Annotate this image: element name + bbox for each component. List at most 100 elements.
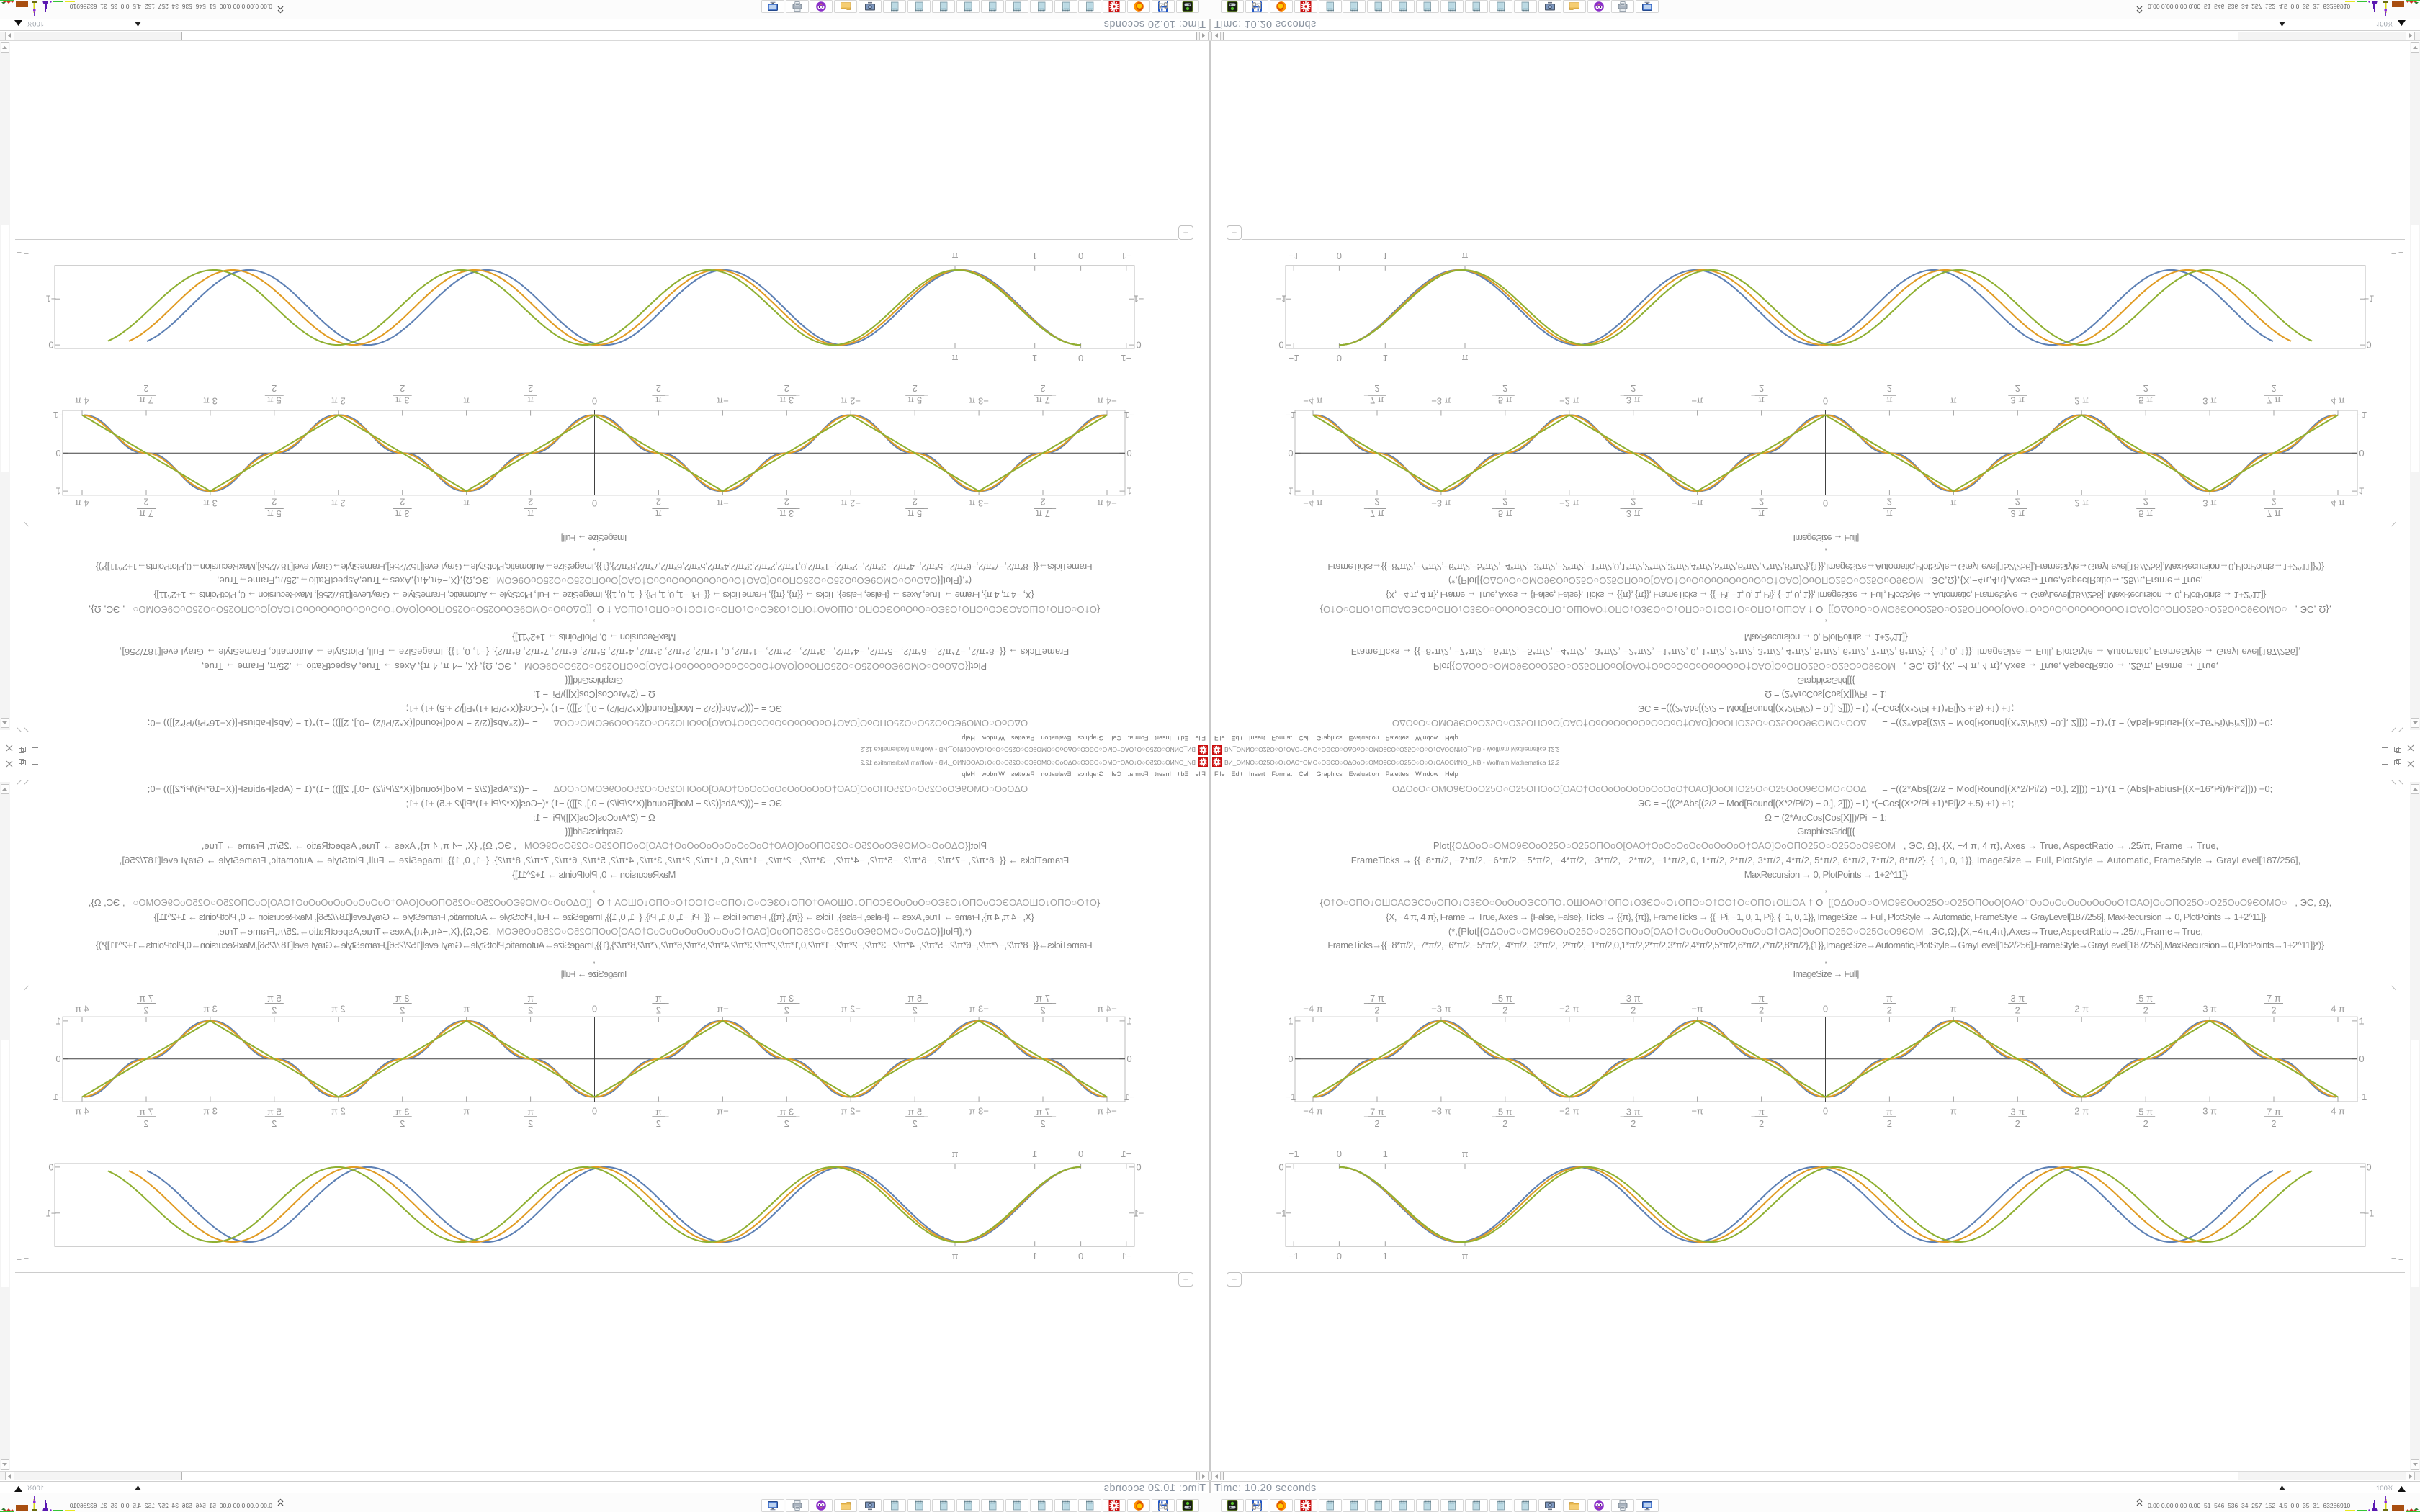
svg-text:3 π: 3 π <box>2010 395 2025 406</box>
svg-text:3 π: 3 π <box>1626 993 1641 1004</box>
svg-text:4 π: 4 π <box>75 396 89 407</box>
svg-text:−: − <box>1620 1111 1626 1122</box>
svg-text:2: 2 <box>1887 1118 1892 1129</box>
svg-text:7 π: 7 π <box>1370 508 1384 519</box>
svg-text:7 π: 7 π <box>1036 395 1050 406</box>
svg-text:2: 2 <box>2015 497 2020 508</box>
svg-text:π: π <box>655 508 662 519</box>
svg-text:5 π: 5 π <box>2138 1106 2153 1117</box>
svg-text:2: 2 <box>528 383 533 394</box>
svg-text:−3 π: −3 π <box>969 498 988 509</box>
svg-text:−3 π: −3 π <box>969 1004 988 1014</box>
svg-text:π: π <box>463 1106 470 1117</box>
svg-text:π: π <box>1758 1106 1765 1117</box>
svg-text:π: π <box>951 1148 958 1159</box>
svg-text:0: 0 <box>1823 498 1828 509</box>
svg-text:5 π: 5 π <box>267 993 282 1004</box>
svg-text:0: 0 <box>1823 396 1828 407</box>
svg-text:−1: −1 <box>1121 1148 1131 1159</box>
svg-text:2: 2 <box>1040 1118 1045 1129</box>
svg-text:−2 π: −2 π <box>1559 396 1579 407</box>
svg-text:1: 1 <box>1383 1251 1388 1261</box>
svg-text:3 π: 3 π <box>2202 498 2217 509</box>
svg-text:2: 2 <box>913 1005 918 1016</box>
svg-text:−: − <box>923 998 928 1009</box>
svg-text:2: 2 <box>1887 383 1892 394</box>
svg-text:π: π <box>463 498 470 509</box>
svg-text:2: 2 <box>2143 1005 2148 1016</box>
svg-text:3 π: 3 π <box>203 396 218 407</box>
svg-text:3 π: 3 π <box>395 395 410 406</box>
svg-text:π: π <box>1758 993 1765 1004</box>
svg-text:64: 64 <box>1157 1501 1168 1511</box>
svg-text:−1: −1 <box>1276 294 1287 305</box>
svg-text:−1: −1 <box>1276 1207 1287 1218</box>
svg-text:2: 2 <box>1759 1005 1764 1016</box>
svg-text:−: − <box>923 390 928 401</box>
svg-text:−: − <box>1051 1111 1057 1122</box>
svg-text:π: π <box>1886 1106 1893 1117</box>
svg-text:−: − <box>795 390 801 401</box>
svg-text:0: 0 <box>592 1106 597 1117</box>
svg-text:3 π: 3 π <box>203 1106 218 1117</box>
svg-text:π: π <box>1886 993 1893 1004</box>
svg-text:0: 0 <box>1823 1106 1828 1117</box>
svg-text:2: 2 <box>1759 383 1764 394</box>
svg-text:−: − <box>923 1111 928 1122</box>
svg-text:4 π: 4 π <box>2331 1004 2345 1014</box>
svg-text:−π: −π <box>1691 1004 1703 1014</box>
svg-text:2: 2 <box>1631 497 1636 508</box>
svg-text:5 π: 5 π <box>2138 508 2153 519</box>
svg-text:−: − <box>1051 390 1057 401</box>
svg-text:−3 π: −3 π <box>969 1106 988 1117</box>
svg-text:2 π: 2 π <box>331 1004 346 1014</box>
svg-text:π: π <box>655 395 662 406</box>
svg-text:7 π: 7 π <box>2267 1106 2281 1117</box>
svg-text:π: π <box>951 1251 958 1261</box>
svg-text:0: 0 <box>1337 1251 1342 1261</box>
svg-text:3 π: 3 π <box>779 993 794 1004</box>
svg-text:−: − <box>1751 998 1757 1009</box>
svg-text:−: − <box>1620 390 1626 401</box>
svg-text:2 π: 2 π <box>2074 1004 2089 1014</box>
svg-text:7 π: 7 π <box>1370 1106 1384 1117</box>
svg-text:−: − <box>1363 1111 1369 1122</box>
svg-text:2: 2 <box>1502 383 1507 394</box>
svg-text:−2 π: −2 π <box>841 498 860 509</box>
svg-text:−1: −1 <box>53 410 64 420</box>
svg-text:7 π: 7 π <box>139 395 153 406</box>
svg-text:−2 π: −2 π <box>841 1106 860 1117</box>
svg-text:1: 1 <box>1383 353 1388 364</box>
svg-text:0: 0 <box>2359 1053 2364 1064</box>
svg-text:2: 2 <box>143 383 148 394</box>
svg-text:−4 π: −4 π <box>1097 1004 1116 1014</box>
svg-text:5 π: 5 π <box>267 1106 282 1117</box>
svg-text:−: − <box>1620 503 1626 514</box>
svg-text:π: π <box>655 993 662 1004</box>
svg-text:1: 1 <box>1032 353 1037 364</box>
svg-text:−π: −π <box>1691 1106 1703 1117</box>
svg-text:2: 2 <box>784 383 789 394</box>
svg-text:2: 2 <box>1374 1005 1379 1016</box>
svg-text:5 π: 5 π <box>267 395 282 406</box>
svg-text:3 π: 3 π <box>203 1004 218 1014</box>
svg-text:2 π: 2 π <box>331 1106 346 1117</box>
svg-text:0: 0 <box>1078 1148 1083 1159</box>
svg-text:−: − <box>1363 998 1369 1009</box>
svg-text:2: 2 <box>656 1118 661 1129</box>
svg-text:2: 2 <box>1759 1118 1764 1129</box>
svg-text:5 π: 5 π <box>908 508 922 519</box>
svg-text:0: 0 <box>48 340 53 351</box>
svg-text:0: 0 <box>1126 1053 1131 1064</box>
svg-text:3 π: 3 π <box>1626 395 1641 406</box>
svg-text:π: π <box>1462 1148 1469 1159</box>
svg-text:−1: −1 <box>2357 1092 2367 1102</box>
svg-text:0: 0 <box>2359 448 2364 459</box>
svg-text:4 π: 4 π <box>75 498 89 509</box>
svg-text:2: 2 <box>2271 1005 2276 1016</box>
svg-text:−π: −π <box>717 396 729 407</box>
svg-text:2: 2 <box>1887 1005 1892 1016</box>
svg-text:1: 1 <box>1032 1251 1037 1261</box>
svg-text:π: π <box>1758 508 1765 519</box>
svg-text:0: 0 <box>1337 1148 1342 1159</box>
